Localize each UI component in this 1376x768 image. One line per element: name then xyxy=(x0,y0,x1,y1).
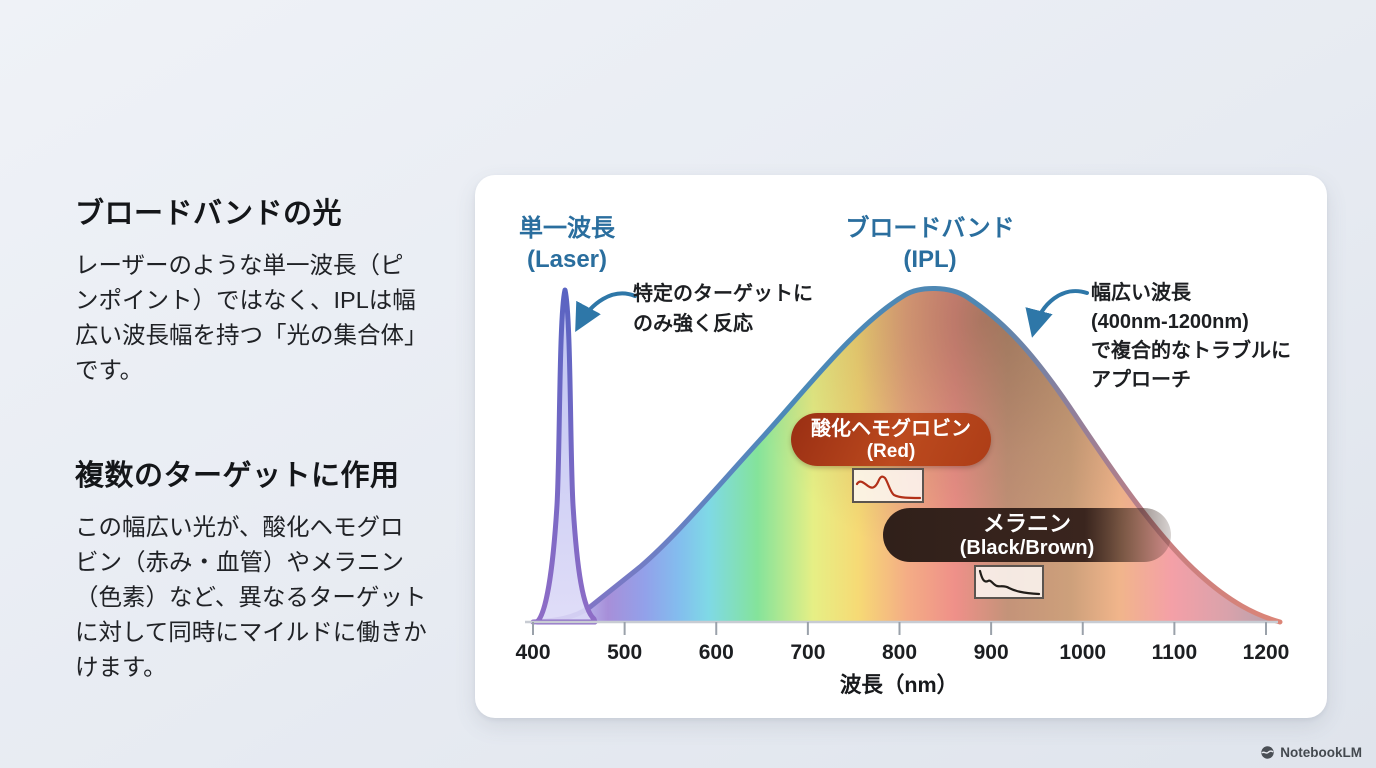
x-tick-label: 1200 xyxy=(1243,641,1290,664)
laser-curve-label: 単一波長 (Laser) xyxy=(482,213,652,275)
ipl-curve-label: ブロードバンド (IPL) xyxy=(845,213,1015,275)
ipl-annotation-line2: (400nm-1200nm) xyxy=(1091,311,1249,333)
ipl-annotation-line4: アプローチ xyxy=(1091,369,1191,391)
x-tick-label: 600 xyxy=(699,641,734,664)
left-panel: ブロードバンドの光 レーザーのような単一波長（ピンポイント）ではなく、IPLは幅… xyxy=(75,190,427,685)
x-tick-label: 500 xyxy=(607,641,642,664)
x-axis-ticks: 400 500 600 700 800 900 1000 1100 1200 xyxy=(515,622,1289,664)
x-tick-label: 900 xyxy=(974,641,1009,664)
laser-annotation-arrow-icon xyxy=(575,291,637,333)
laser-annotation-line1: 特定のターゲットに xyxy=(633,283,813,305)
section1-title: ブロードバンドの光 xyxy=(75,198,342,230)
melanin-absorption-thumbnail xyxy=(974,565,1044,599)
chart-card: 400 500 600 700 800 900 1000 1100 1200 波長（nm） 単一… xyxy=(475,175,1327,718)
melanin-badge-line2: (Black/Brown) xyxy=(959,536,1095,559)
melanin-absorption-curve xyxy=(978,569,1041,596)
melanin-badge-line1: メラニン xyxy=(982,510,1071,536)
ipl-annotation-arrow-icon xyxy=(1025,289,1089,338)
ipl-annotation-line1: 幅広い波長 xyxy=(1091,282,1191,304)
laser-curve xyxy=(534,287,598,625)
x-tick-label: 400 xyxy=(515,641,550,664)
hemoglobin-badge: 酸化ヘモグロビン (Red) xyxy=(791,413,991,466)
laser-annotation: 特定のターゲットに のみ強く反応 xyxy=(633,279,813,339)
ipl-annotation-line3: で複合的なトラブルに xyxy=(1091,340,1291,362)
laser-curve-label-line1: 単一波長 xyxy=(519,215,615,242)
x-tick-label: 1100 xyxy=(1152,641,1198,664)
hemoglobin-absorption-curve xyxy=(855,475,922,500)
section1-body: レーザーのような単一波長（ピンポイント）ではなく、IPLは幅広い波長幅を持つ「光… xyxy=(75,252,416,383)
x-tick-label: 700 xyxy=(790,641,825,664)
hemoglobin-absorption-thumbnail xyxy=(852,468,924,503)
melanin-badge: メラニン (Black/Brown) xyxy=(883,508,1171,562)
section2-body: この幅広い光が、酸化ヘモグロビン（赤み・血管）やメラニン（色素）など、異なるター… xyxy=(75,514,427,680)
x-axis-label: 波長（nm） xyxy=(840,673,958,697)
laser-annotation-line2: のみ強く反応 xyxy=(633,313,753,335)
hemoglobin-badge-line1: 酸化ヘモグロビン xyxy=(811,417,971,440)
x-tick-label: 800 xyxy=(882,641,917,664)
ipl-curve-label-line2: (IPL) xyxy=(903,246,957,273)
x-tick-label: 1000 xyxy=(1059,641,1106,664)
ipl-annotation: 幅広い波長 (400nm-1200nm) で複合的なトラブルに アプローチ xyxy=(1091,279,1291,395)
ipl-curve-label-line1: ブロードバンド xyxy=(845,215,1015,242)
hemoglobin-badge-line2: (Red) xyxy=(866,440,916,462)
laser-curve-label-line2: (Laser) xyxy=(526,246,608,273)
notebooklm-watermark: NotebookLM xyxy=(1260,745,1362,760)
section2-title: 複数のターゲットに作用 xyxy=(75,460,400,492)
notebooklm-logo-icon xyxy=(1261,746,1274,759)
notebooklm-label: NotebookLM xyxy=(1280,745,1362,760)
